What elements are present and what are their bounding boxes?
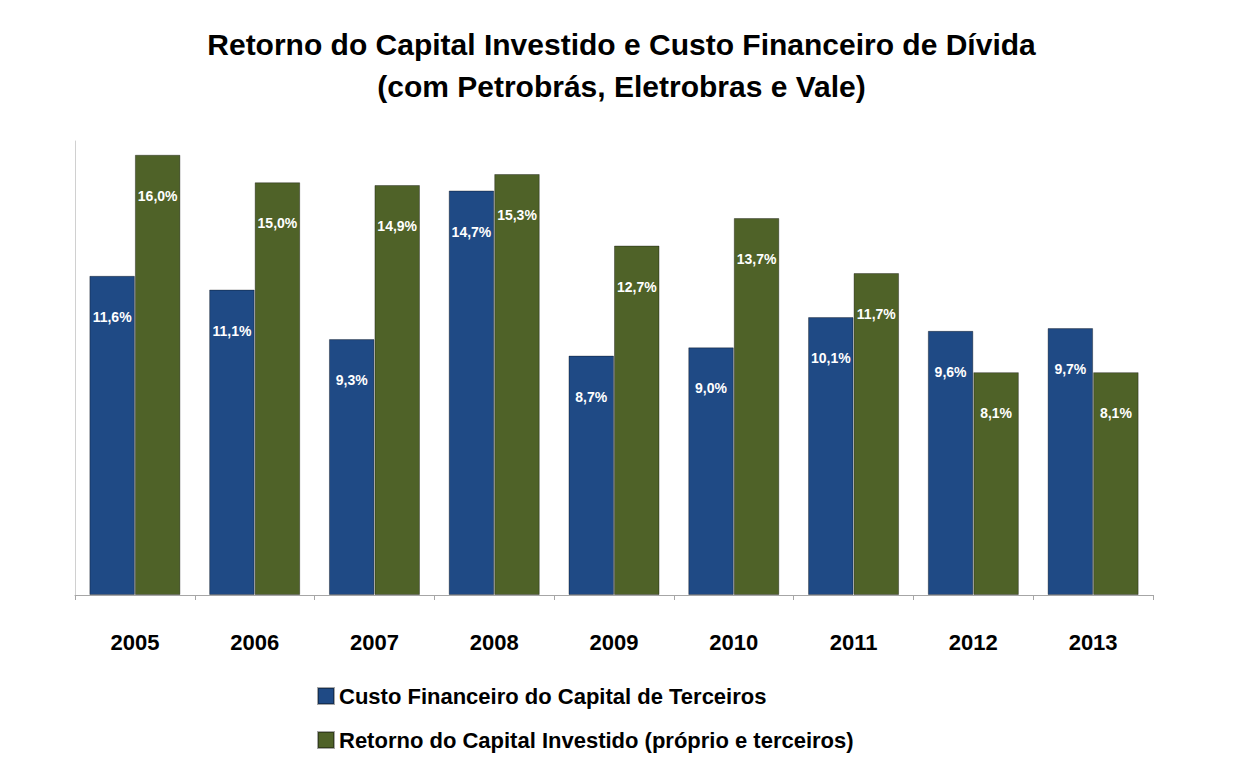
svg-text:9,0%: 9,0% xyxy=(695,380,727,396)
svg-text:2012: 2012 xyxy=(949,630,998,655)
svg-text:9,7%: 9,7% xyxy=(1054,361,1086,377)
svg-text:9,6%: 9,6% xyxy=(935,364,967,380)
svg-text:12,7%: 12,7% xyxy=(617,279,657,295)
svg-text:8,1%: 8,1% xyxy=(1100,405,1132,421)
svg-text:2008: 2008 xyxy=(470,630,519,655)
svg-text:2011: 2011 xyxy=(830,630,878,655)
svg-text:2006: 2006 xyxy=(230,630,279,655)
svg-text:9,3%: 9,3% xyxy=(336,372,368,388)
svg-text:2005: 2005 xyxy=(110,630,159,655)
svg-text:(com Petrobrás, Eletrobras e V: (com Petrobrás, Eletrobras e Vale) xyxy=(377,70,866,103)
svg-text:2010: 2010 xyxy=(709,630,758,655)
svg-text:2009: 2009 xyxy=(590,630,639,655)
svg-text:2013: 2013 xyxy=(1069,630,1118,655)
svg-text:14,9%: 14,9% xyxy=(377,218,417,234)
svg-text:Retorno do Capital Investido e: Retorno do Capital Investido e Custo Fin… xyxy=(207,28,1036,61)
svg-text:2007: 2007 xyxy=(350,630,399,655)
svg-text:15,0%: 15,0% xyxy=(258,215,298,231)
svg-text:15,3%: 15,3% xyxy=(497,207,537,223)
svg-text:8,1%: 8,1% xyxy=(980,405,1012,421)
svg-text:13,7%: 13,7% xyxy=(737,251,777,267)
svg-text:10,1%: 10,1% xyxy=(811,350,851,366)
svg-text:11,7%: 11,7% xyxy=(857,306,896,322)
svg-text:Custo Financeiro do Capital de: Custo Financeiro do Capital de Terceiros xyxy=(339,684,766,709)
svg-text:14,7%: 14,7% xyxy=(452,224,492,240)
svg-text:11,1%: 11,1% xyxy=(212,323,251,339)
svg-text:11,6%: 11,6% xyxy=(93,309,132,325)
svg-text:Retorno do Capital Investido (: Retorno do Capital Investido (próprio e … xyxy=(339,728,854,753)
svg-text:8,7%: 8,7% xyxy=(575,389,607,405)
svg-text:16,0%: 16,0% xyxy=(138,188,178,204)
